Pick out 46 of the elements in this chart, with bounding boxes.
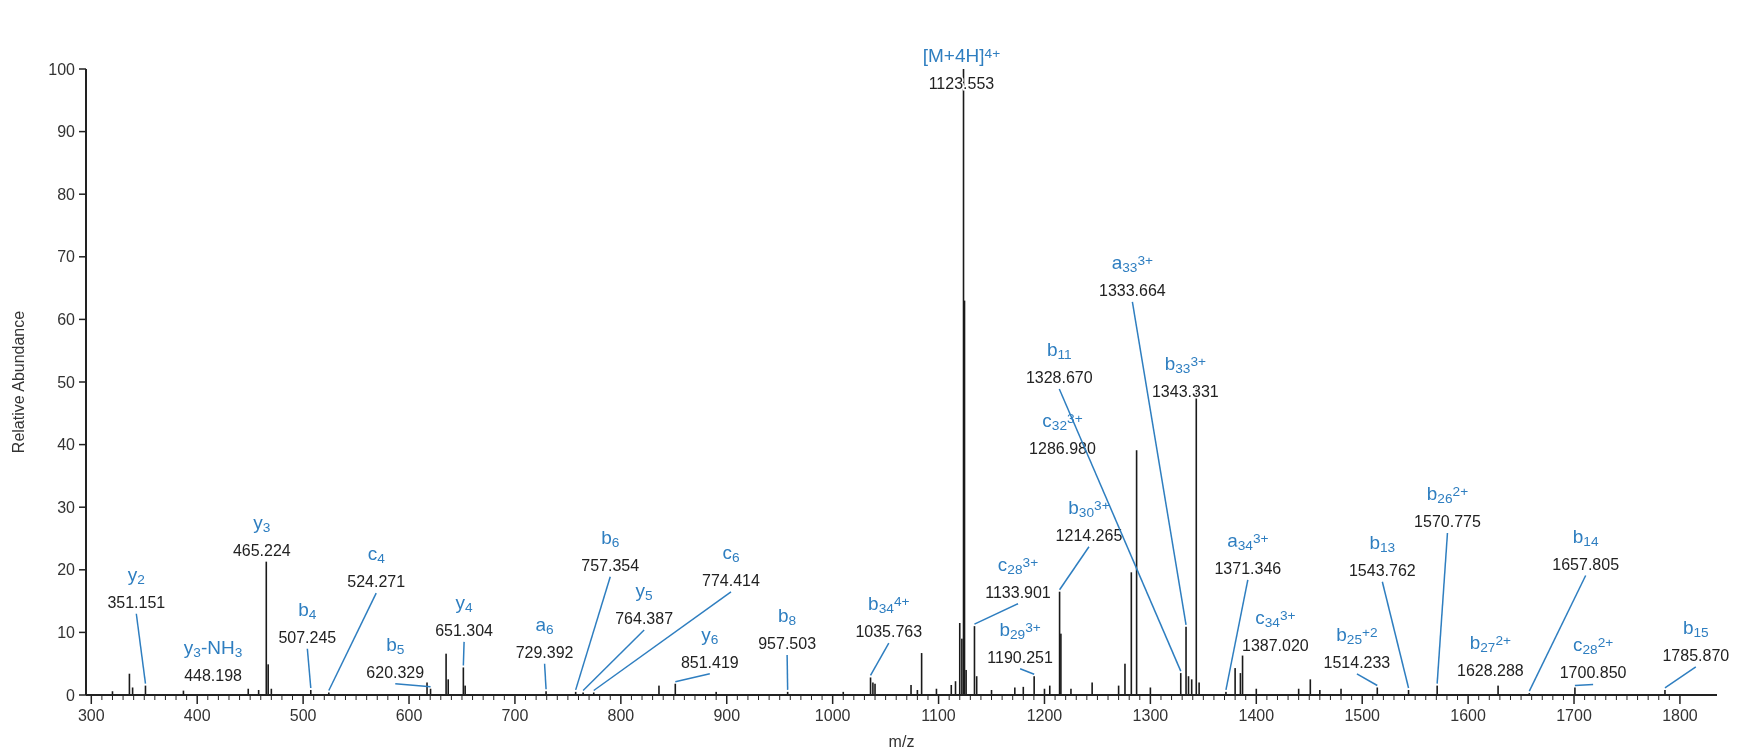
annotation: y$_{3}$ 465.224 [232,511,291,559]
x-tick-label: 1200 [1026,707,1063,724]
x-tick-label: 1400 [1238,707,1275,724]
annotation: y$_{3}$-NH$_{3}$ 448.198 [183,636,243,684]
annotation: b$_{5}$ 620.329 [366,633,425,681]
annotation: b$_{8}$ 957.503 [758,605,817,653]
x-tick-label: 1000 [814,707,851,724]
annotation: c$_{4}$ 524.271 [347,543,406,591]
annotation: b$_{14}$ 1657.805 [1552,525,1620,573]
y-tick-label: 50 [57,373,76,391]
annotation: b$_{6}$ 757.354 [581,526,640,574]
x-tick-label: 1600 [1450,707,1487,724]
x-tick-label: 800 [607,707,635,724]
y-tick-label: 60 [57,311,76,328]
y-tick-label: 40 [57,436,76,454]
x-axis-title: m/z [888,733,915,750]
x-tick-label: 900 [713,707,741,724]
annotation: b$_{4}$ 507.245 [278,598,337,646]
annotation: y$_{6}$ 851.419 [680,623,739,671]
annotation: b$_{15}$ 1785.870 [1662,616,1730,664]
y-tick-label: 100 [48,60,76,78]
annotation: b$_{11}$ 1328.670 [1025,338,1093,386]
x-tick-label: 300 [77,707,105,724]
x-tick-label: 1100 [921,707,956,724]
y-tick-label: 0 [66,686,76,704]
y-axis-title: Relative Abundance [10,310,27,454]
annotation: b$_{13}$ 1543.762 [1348,531,1416,579]
y-tick-label: 20 [57,561,76,579]
x-tick-label: 600 [395,707,423,724]
y-tick-label: 70 [57,248,76,266]
x-tick-label: 1700 [1556,707,1592,724]
x-tick-label: 1800 [1662,707,1698,724]
x-tick-label: 1300 [1132,707,1169,724]
y-tick-label: 10 [57,624,76,641]
x-tick-label: 1500 [1344,707,1381,724]
x-tick-label: 500 [289,707,317,724]
y-tick-label: 80 [57,185,76,203]
annotation: y$_{2}$ 351.151 [107,563,166,611]
y-tick-label: 90 [57,123,76,141]
annotation: y$_{5}$ 764.387 [615,580,674,627]
annotation: y$_{4}$ 651.304 [435,591,494,639]
annotation: a$_{6}$ 729.392 [515,613,574,661]
x-tick-label: 700 [501,707,529,724]
annotation: c$_{6}$ 774.414 [702,541,760,589]
y-tick-label: 30 [57,498,76,516]
x-tick-label: 400 [183,707,211,724]
